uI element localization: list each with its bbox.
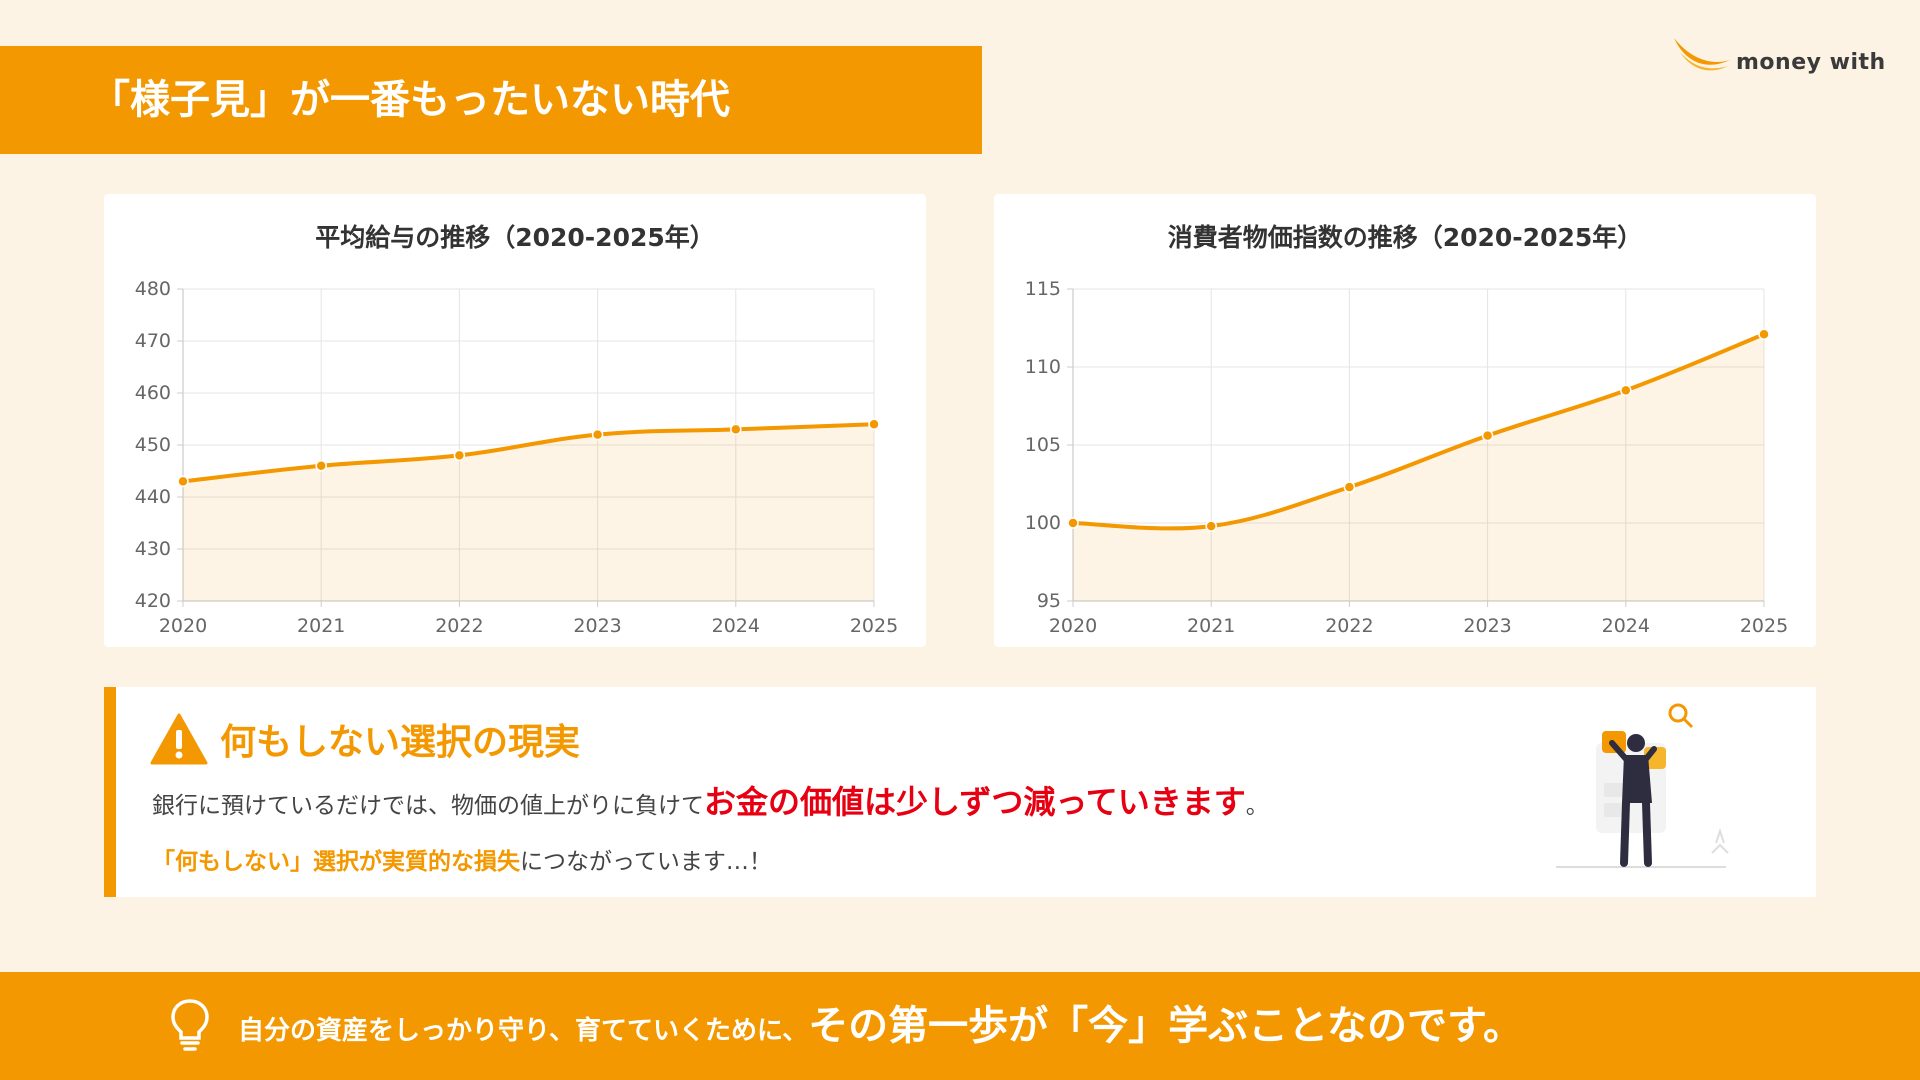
- page-title: 「様子見」が一番もったいない時代: [90, 77, 730, 123]
- data-point: [1620, 384, 1632, 397]
- data-point: [730, 423, 742, 436]
- warning-line1-suffix: 。: [1245, 793, 1269, 819]
- warning-line1-emphasis: お金の価値は少しずつ減っていきます: [704, 783, 1246, 821]
- header-bar: 「様子見」が一番もったいない時代: [0, 46, 982, 154]
- person-thinking-illustration: [1556, 703, 1729, 868]
- y-tick-label: 420: [135, 590, 171, 612]
- series-line: [1072, 332, 1765, 531]
- y-tick-label: 115: [1025, 278, 1061, 300]
- x-tick-label: 2024: [1602, 615, 1650, 637]
- chart-title: 消費者物価指数の推移（2020-2025年）: [1167, 223, 1643, 252]
- warning-line1: 銀行に預けているだけでは、物価の値上がりに負けてお金の価値は少しずつ減っていきま…: [152, 777, 1269, 823]
- warning-card: 何もしない選択の現実 銀行に預けているだけでは、物価の値上がりに負けてお金の価値…: [104, 687, 1816, 897]
- data-point: [1481, 429, 1494, 442]
- warning-line1-prefix: 銀行に預けているだけでは、物価の値上がりに負けて: [152, 793, 704, 819]
- warning-line2-highlight: 「何もしない」選択が実質的な損失: [152, 849, 520, 875]
- y-tick-label: 430: [135, 538, 171, 560]
- footer-text-big: その第一歩が「今」学ぶことなのです。: [808, 1003, 1523, 1049]
- logo-swoosh-icon: [1674, 38, 1730, 71]
- x-tick-label: 2021: [297, 615, 345, 637]
- series-line: [182, 422, 875, 484]
- y-tick-label: 480: [135, 278, 171, 300]
- warning-triangle-icon: [150, 713, 208, 765]
- data-point: [1067, 517, 1079, 529]
- data-point: [453, 449, 466, 462]
- y-tick-label: 460: [135, 382, 171, 404]
- lightbulb-icon: [171, 999, 209, 1051]
- warning-title: 何もしない選択の現実: [220, 722, 581, 763]
- data-point: [315, 460, 327, 472]
- x-tick-label: 2022: [1325, 615, 1373, 637]
- footer-text: 自分の資産をしっかり守り、育てていくために、その第一歩が「今」学ぶことなのです。: [238, 972, 1523, 1080]
- logo: money with: [1670, 30, 1885, 90]
- data-point: [1205, 520, 1217, 532]
- x-tick-label: 2022: [435, 615, 483, 637]
- data-point: [868, 418, 880, 430]
- y-tick-label: 470: [135, 330, 171, 352]
- x-tick-label: 2024: [712, 615, 760, 637]
- x-tick-label: 2023: [1463, 615, 1511, 637]
- footer-bar: 自分の資産をしっかり守り、育てていくために、その第一歩が「今」学ぶことなのです。: [0, 972, 1920, 1080]
- x-tick-label: 2021: [1187, 615, 1235, 637]
- salary-chart-card: 平均給与の推移（2020-2025年） 420 430 440 450 460 470 48…: [104, 194, 926, 647]
- series-area: [1073, 334, 1764, 601]
- data-point: [591, 428, 604, 441]
- y-tick-label: 100: [1025, 512, 1061, 534]
- data-point: [177, 475, 189, 488]
- y-tick-label: 450: [135, 434, 171, 456]
- y-tick-label: 440: [135, 486, 171, 508]
- y-tick-label: 110: [1025, 356, 1061, 378]
- footer-text-small: 自分の資産をしっかり守り、育てていくために、: [238, 1016, 809, 1046]
- salary-chart: 420 430 440 450 460 470 480 2020 2021 2022 2023 202…: [135, 278, 898, 637]
- chart-title: 平均給与の推移（2020-2025年）: [315, 223, 715, 252]
- y-tick-label: 95: [1037, 590, 1061, 612]
- logo-text: money with: [1736, 50, 1886, 75]
- data-point: [1343, 481, 1356, 493]
- warning-line2: 「何もしない」選択が実質的な損失につながっています…！: [152, 842, 772, 876]
- cpi-chart: 95 100 105 110 115 2020 2021 2022 2023 2024 2025: [1025, 278, 1788, 637]
- cpi-chart-card: 消費者物価指数の推移（2020-2025年） 95 100 105 110 115 202…: [994, 194, 1816, 647]
- series-area: [183, 424, 874, 601]
- x-tick-label: 2020: [1049, 615, 1097, 637]
- data-point: [1758, 328, 1770, 340]
- warning-line2-rest: につながっています…！: [520, 849, 772, 875]
- x-tick-label: 2025: [1740, 615, 1788, 637]
- x-tick-label: 2020: [159, 615, 207, 637]
- x-tick-label: 2025: [850, 615, 898, 637]
- y-tick-label: 105: [1025, 434, 1061, 456]
- x-tick-label: 2023: [573, 615, 621, 637]
